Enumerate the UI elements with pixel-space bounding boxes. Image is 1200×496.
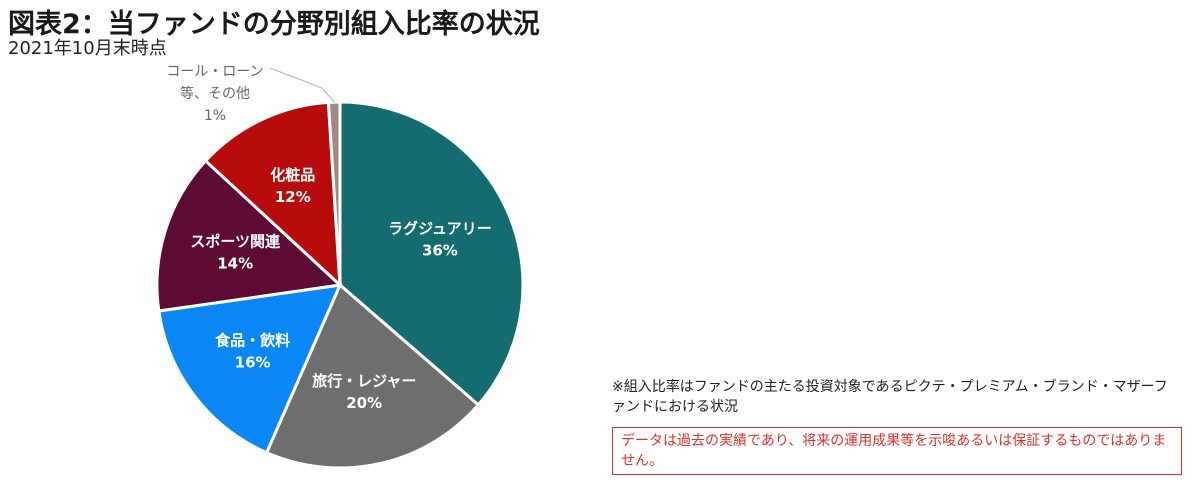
slice-label-5: コール・ローン等、その他 1%: [166, 64, 263, 124]
disclaimer-box: データは過去の実績であり、将来の運用成果等を示唆あるいは保証するものではありませ…: [612, 427, 1182, 475]
leader-line: [270, 68, 334, 102]
footnote: ※組入比率はファンドの主たる投資対象であるピクテ・プレミアム・ブランド・マザーフ…: [612, 377, 1172, 417]
